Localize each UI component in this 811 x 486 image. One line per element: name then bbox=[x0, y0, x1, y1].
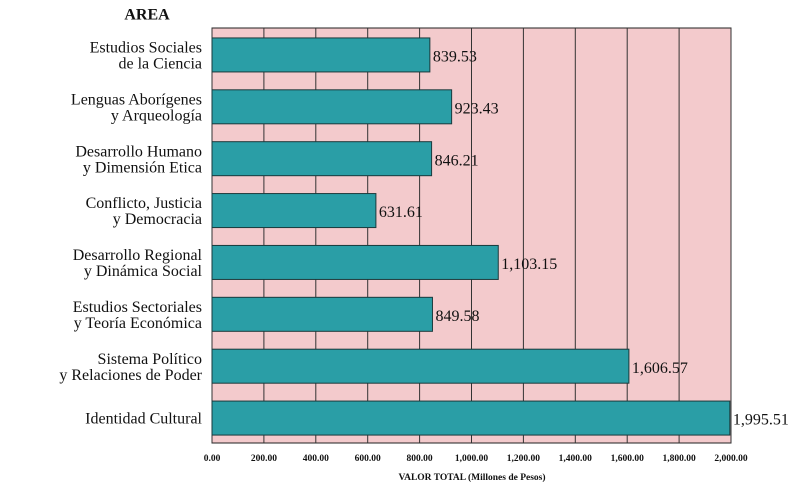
bar bbox=[211, 193, 377, 229]
x-tick-label: 400.00 bbox=[303, 454, 329, 464]
y-tick-label: Conflicto, Justicia bbox=[86, 195, 202, 212]
y-tick-label: de la Ciencia bbox=[118, 56, 202, 73]
bar bbox=[211, 37, 431, 73]
x-tick-label: 1,000.00 bbox=[455, 454, 489, 464]
x-tick-label: 1,200.00 bbox=[507, 454, 541, 464]
value-label: 631.61 bbox=[379, 204, 423, 221]
y-tick-label: y Democracia bbox=[113, 211, 202, 228]
y-tick-label: Estudios Sectoriales bbox=[73, 299, 202, 316]
value-label: 1,606.57 bbox=[632, 360, 688, 377]
y-tick-label: y Arqueología bbox=[111, 107, 202, 124]
x-tick-label: 600.00 bbox=[355, 454, 381, 464]
bar bbox=[211, 244, 499, 280]
x-axis-title: VALOR TOTAL (Millones de Pesos) bbox=[398, 472, 545, 483]
x-tick-label: 1,600.00 bbox=[611, 454, 645, 464]
y-tick-label: Desarrollo Regional bbox=[73, 247, 203, 264]
value-label: 849.58 bbox=[435, 308, 479, 325]
y-tick-label: Lenguas Aborígenes bbox=[71, 91, 202, 108]
x-tick-label: 0.00 bbox=[204, 454, 221, 464]
bar bbox=[211, 296, 433, 332]
x-tick-label: 1,800.00 bbox=[662, 454, 696, 464]
value-label: 839.53 bbox=[433, 49, 477, 66]
value-label: 923.43 bbox=[455, 100, 499, 117]
value-label: 846.21 bbox=[435, 152, 479, 169]
y-tick-label: y Teoría Económica bbox=[74, 315, 202, 332]
value-label: 1,995.51 bbox=[733, 412, 789, 429]
bar bbox=[211, 141, 433, 177]
x-tick-label: 800.00 bbox=[407, 454, 433, 464]
y-tick-label: Sistema Político bbox=[98, 351, 202, 368]
bar bbox=[211, 348, 630, 384]
y-tick-label: Estudios Sociales bbox=[90, 40, 202, 57]
y-tick-label: Desarrollo Humano bbox=[75, 143, 202, 160]
y-tick-label: y Relaciones de Poder bbox=[59, 367, 202, 384]
x-tick-label: 2,000.00 bbox=[714, 454, 748, 464]
value-label: 1,103.15 bbox=[501, 256, 557, 273]
x-tick-label: 200.00 bbox=[251, 454, 277, 464]
y-tick-label: Identidad Cultural bbox=[85, 411, 202, 428]
y-tick-label: y Dimensión Etica bbox=[83, 159, 202, 176]
category-axis-title: AREA bbox=[124, 7, 170, 24]
bar bbox=[211, 89, 453, 125]
x-tick-label: 1,400.00 bbox=[559, 454, 593, 464]
y-tick-label: y Dinámica Social bbox=[84, 263, 203, 280]
bar bbox=[211, 400, 731, 436]
